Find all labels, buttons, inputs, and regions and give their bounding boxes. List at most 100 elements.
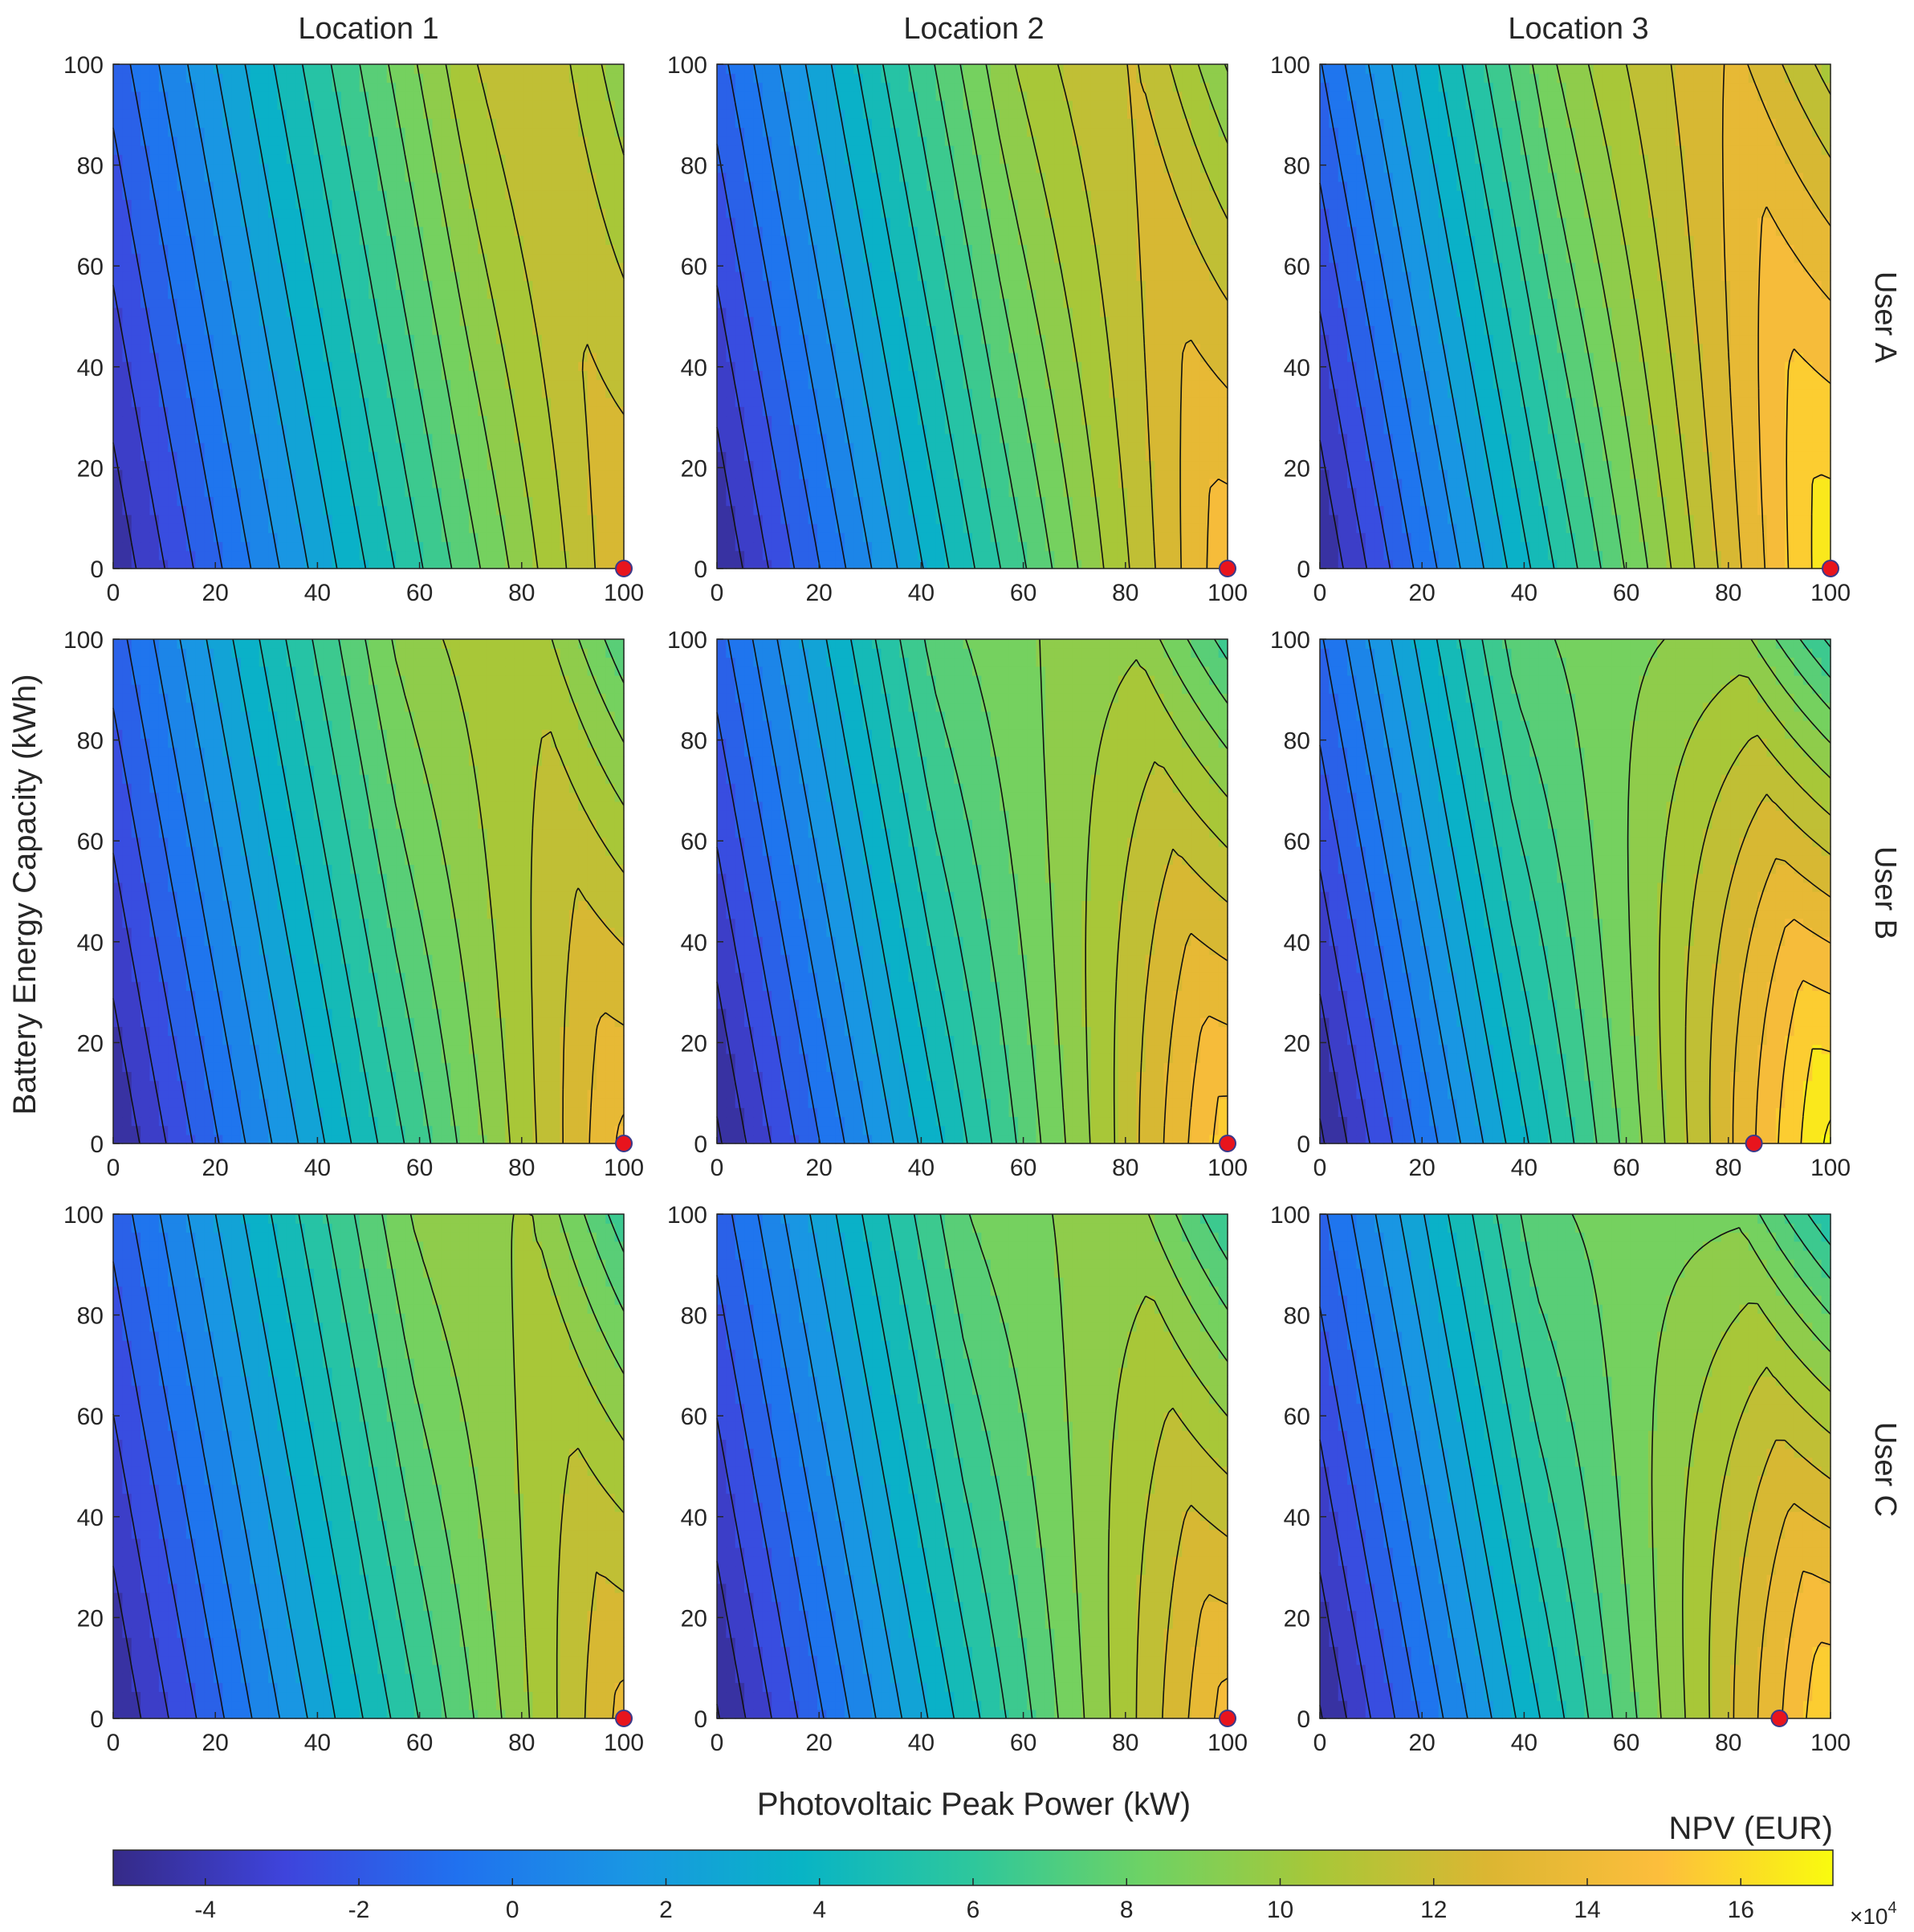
contour-cell	[323, 389, 332, 398]
contour-cell	[295, 406, 305, 416]
contour-cell	[177, 551, 187, 560]
contour-cell	[159, 334, 169, 344]
contour-cell	[332, 451, 342, 461]
contour-cell	[560, 334, 570, 344]
contour-cell	[605, 551, 615, 560]
contour-cell	[350, 479, 360, 488]
contour-cell	[578, 389, 588, 398]
contour-cell	[159, 524, 169, 533]
contour-cell	[450, 308, 460, 317]
contour-cell	[295, 280, 305, 290]
contour-cell	[460, 389, 470, 398]
contour-cell	[159, 353, 169, 362]
contour-cell	[113, 506, 123, 516]
contour-cell	[433, 361, 442, 371]
contour-cell	[460, 532, 470, 542]
contour-cell	[615, 353, 625, 362]
contour-cell	[487, 524, 497, 533]
contour-cell	[433, 442, 442, 452]
contour-cell	[396, 406, 405, 416]
contour-cell	[578, 524, 588, 533]
contour-cell	[360, 479, 369, 488]
contour-cell	[232, 451, 242, 461]
contour-cell	[222, 289, 232, 299]
contour-cell	[515, 487, 524, 497]
contour-cell	[159, 451, 169, 461]
contour-cell	[214, 334, 223, 344]
contour-cell	[569, 560, 579, 569]
contour-cell	[268, 361, 278, 371]
contour-cell	[186, 353, 196, 362]
contour-cell	[177, 470, 187, 479]
contour-cell	[177, 316, 187, 326]
contour-cell	[487, 451, 497, 461]
contour-cell	[369, 325, 378, 335]
contour-cell	[532, 551, 542, 560]
contour-cell	[478, 460, 487, 470]
contour-cell	[332, 289, 342, 299]
contour-cell	[214, 344, 223, 353]
contour-cell	[186, 524, 196, 533]
contour-cell	[460, 344, 470, 353]
row-label-user-b: User B	[1868, 846, 1902, 940]
contour-cell	[287, 415, 296, 425]
contour-cell	[615, 496, 625, 506]
contour-cell	[569, 515, 579, 524]
contour-cell	[423, 316, 433, 326]
contour-cell	[487, 325, 497, 335]
contour-cell	[332, 415, 342, 425]
contour-cell	[122, 308, 132, 317]
contour-cell	[350, 460, 360, 470]
contour-cell	[113, 496, 123, 506]
contour-cell	[232, 370, 242, 380]
contour-cell	[314, 515, 324, 524]
contour-cell	[241, 344, 250, 353]
contour-cell	[177, 389, 187, 398]
contour-cell	[478, 496, 487, 506]
contour-cell	[423, 487, 433, 497]
contour-cell	[323, 487, 332, 497]
contour-cell	[360, 316, 369, 326]
contour-cell	[287, 479, 296, 488]
contour-cell	[305, 361, 315, 371]
contour-cell	[469, 415, 478, 425]
contour-cell	[369, 299, 378, 308]
contour-cell	[241, 451, 250, 461]
contour-cell	[487, 541, 497, 551]
contour-cell	[569, 415, 579, 425]
contour-cell	[259, 434, 269, 443]
contour-cell	[423, 361, 433, 371]
contour-cell	[588, 370, 597, 380]
contour-cell	[122, 397, 132, 407]
contour-cell	[205, 289, 214, 299]
contour-cell	[140, 541, 150, 551]
contour-cell	[122, 299, 132, 308]
contour-cell	[597, 425, 606, 434]
contour-cell	[505, 299, 515, 308]
contour-cell	[250, 361, 259, 371]
contour-cell	[259, 487, 269, 497]
contour-cell	[450, 532, 460, 542]
contour-cell	[195, 325, 205, 335]
contour-cell	[168, 479, 177, 488]
contour-cell	[360, 515, 369, 524]
contour-cell	[287, 280, 296, 290]
contour-cell	[496, 451, 506, 461]
contour-cell	[605, 308, 615, 317]
contour-cell	[350, 425, 360, 434]
contour-cell	[268, 308, 278, 317]
contour-cell	[113, 280, 123, 290]
contour-cell	[177, 380, 187, 389]
contour-cell	[532, 524, 542, 533]
contour-cell	[305, 299, 315, 308]
contour-cell	[505, 434, 515, 443]
contour-cell	[532, 506, 542, 516]
contour-cell	[405, 389, 414, 398]
contour-cell	[469, 406, 478, 416]
contour-cell	[487, 496, 497, 506]
contour-cell	[122, 425, 132, 434]
contour-cell	[369, 370, 378, 380]
contour-cell	[387, 515, 397, 524]
contour-cell	[350, 380, 360, 389]
contour-cell	[423, 344, 433, 353]
